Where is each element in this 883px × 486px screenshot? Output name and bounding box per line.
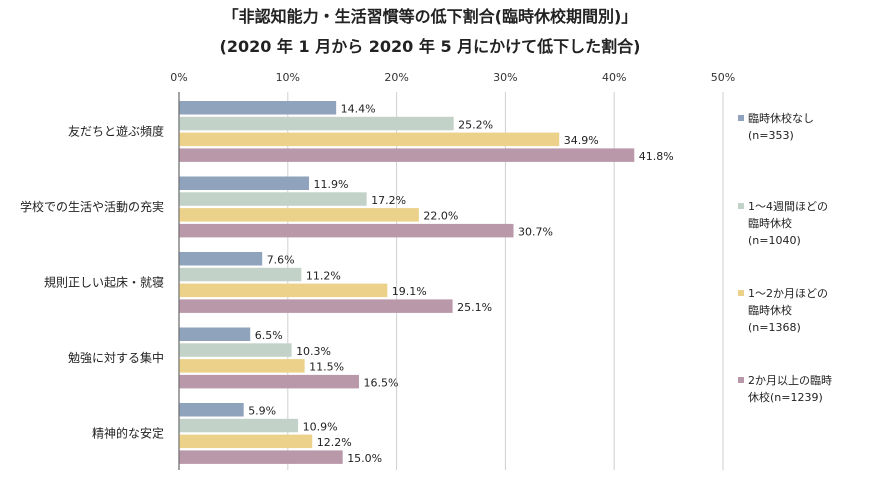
legend-swatch: [738, 115, 744, 121]
data-label: 6.5%: [255, 329, 283, 342]
x-tick-label: 30%: [493, 71, 517, 84]
bar: [179, 116, 454, 131]
bar: [179, 359, 305, 373]
bar: [179, 192, 367, 206]
bar: [179, 283, 388, 298]
legend-label: 1〜4週間ほどの: [748, 200, 828, 213]
x-tick-label: 40%: [602, 71, 626, 84]
legend-label: 臨時休校: [748, 303, 792, 317]
bar: [179, 208, 419, 222]
bar: [179, 252, 263, 266]
x-tick-label: 0%: [170, 71, 187, 84]
bar: [179, 418, 299, 433]
bar: [179, 374, 360, 389]
data-label: 5.9%: [248, 405, 276, 418]
data-label: 25.2%: [458, 118, 493, 131]
data-label: 25.1%: [457, 301, 492, 314]
chart-subtitle: (2020 年 1 月から 2020 年 5 月にかけて低下した割合): [220, 37, 641, 56]
bar: [179, 101, 337, 115]
data-label: 17.2%: [371, 194, 406, 207]
data-label: 12.2%: [317, 436, 352, 449]
legend-label: 臨時休校なし: [748, 111, 814, 125]
legend-swatch: [738, 290, 744, 296]
data-label: 11.9%: [313, 178, 348, 191]
legend-label: (n=353): [748, 129, 794, 142]
data-label: 10.9%: [303, 420, 338, 433]
category-label: 学校での生活や活動の充実: [20, 199, 164, 214]
category-label: 友だちと遊ぶ頻度: [68, 124, 164, 139]
data-label: 34.9%: [564, 134, 599, 147]
data-label: 11.2%: [306, 269, 341, 282]
bar: [179, 132, 560, 147]
bar: [179, 267, 302, 282]
legend-label: 1〜2か月ほどの: [748, 287, 828, 300]
legend-label: 臨時休校: [748, 216, 792, 230]
category-label: 勉強に対する集中: [68, 350, 164, 365]
legend-swatch: [738, 203, 744, 209]
data-label: 15.0%: [347, 452, 382, 465]
data-label: 22.0%: [423, 210, 458, 223]
data-label: 10.3%: [296, 345, 331, 358]
category-label: 精神的な安定: [92, 426, 164, 441]
legend-label: (n=1040): [748, 234, 801, 247]
legend-label: 休校(n=1239): [748, 390, 823, 404]
legend-label: 2か月以上の臨時: [748, 374, 832, 387]
data-label: 16.5%: [364, 376, 399, 389]
data-label: 19.1%: [392, 285, 427, 298]
x-tick-label: 50%: [711, 71, 735, 84]
bar: [179, 403, 244, 417]
category-labels: 友だちと遊ぶ頻度学校での生活や活動の充実規則正しい起床・就寝勉強に対する集中精神…: [20, 124, 164, 441]
bar: [179, 343, 292, 357]
bar: [179, 148, 635, 162]
data-label: 30.7%: [518, 225, 553, 238]
chart-title: 「非認知能力・生活習慣等の低下割合(臨時休校期間別)」: [223, 7, 638, 26]
legend-swatch: [738, 377, 744, 383]
legend-label: (n=1368): [748, 321, 801, 334]
data-label: 41.8%: [639, 150, 674, 163]
data-label: 14.4%: [341, 103, 376, 116]
bar: [179, 434, 313, 449]
x-tick-label: 20%: [384, 71, 408, 84]
bars: [179, 101, 635, 464]
x-axis-ticks: 0% 10% 20% 30% 40% 50%: [170, 71, 735, 84]
data-label: 7.6%: [267, 254, 295, 267]
bar: [179, 327, 251, 341]
data-label: 11.5%: [309, 361, 344, 374]
bar: [179, 176, 309, 190]
x-tick-label: 10%: [276, 71, 300, 84]
bar: [179, 450, 343, 464]
data-labels: 14.4% 25.2% 34.9% 41.8% 11.9% 17.2% 22.0% 30.7%…: [248, 103, 674, 465]
bar: [179, 299, 453, 313]
bar: [179, 223, 514, 238]
category-label: 規則正しい起床・就寝: [44, 275, 164, 290]
